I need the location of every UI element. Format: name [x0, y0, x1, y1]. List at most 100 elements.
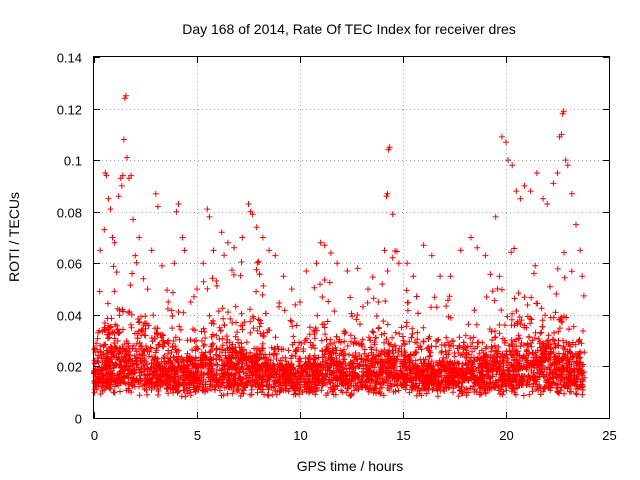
- roti-point: [200, 343, 207, 349]
- roti-point: [473, 378, 480, 385]
- roti-point: [125, 348, 132, 355]
- roti-point: [365, 376, 372, 383]
- roti-point: [256, 355, 263, 362]
- roti-point: [142, 313, 149, 320]
- roti-point: [191, 338, 198, 345]
- roti-point: [380, 367, 387, 374]
- roti-point: [551, 329, 557, 336]
- roti-peak-point: [381, 247, 388, 254]
- roti-point: [314, 382, 321, 389]
- roti-point: [458, 371, 465, 378]
- roti-point: [376, 371, 382, 378]
- roti-point: [123, 345, 130, 352]
- roti-point: [336, 367, 343, 374]
- roti-point: [511, 338, 517, 345]
- roti-peak-point: [404, 260, 411, 267]
- roti-point: [408, 334, 415, 341]
- roti-point: [465, 321, 472, 328]
- roti-point: [393, 356, 400, 363]
- roti-point: [446, 347, 453, 354]
- roti-point: [253, 351, 260, 358]
- roti-point: [475, 339, 482, 346]
- roti-peak-point: [297, 299, 303, 305]
- roti-point: [571, 372, 578, 379]
- y-tick-label: 0.06: [57, 257, 82, 272]
- roti-peak-point: [130, 216, 137, 223]
- roti-point: [227, 315, 234, 322]
- roti-point: [207, 369, 214, 375]
- roti-point: [367, 337, 374, 344]
- roti-point: [420, 338, 427, 345]
- roti-point: [312, 375, 319, 382]
- roti-point: [363, 362, 370, 369]
- roti-point: [555, 389, 562, 396]
- roti-point: [450, 389, 456, 396]
- roti-point: [171, 367, 178, 374]
- roti-point: [189, 346, 196, 353]
- roti-point: [400, 360, 407, 367]
- roti-peak-point: [386, 144, 393, 151]
- roti-point: [389, 334, 396, 341]
- roti-point: [247, 329, 254, 336]
- roti-point: [321, 324, 328, 331]
- roti-point: [136, 383, 142, 390]
- x-tick-label: 0: [91, 428, 98, 443]
- roti-point: [186, 380, 193, 387]
- roti-point: [532, 262, 539, 269]
- roti-point: [331, 308, 338, 315]
- roti-point: [225, 384, 232, 391]
- roti-peak-point: [573, 221, 579, 228]
- roti-point: [380, 392, 387, 399]
- roti-point: [311, 379, 318, 386]
- roti-point: [369, 274, 376, 281]
- roti-point: [518, 339, 525, 346]
- roti-point: [469, 371, 476, 378]
- roti-point: [126, 382, 132, 388]
- roti-point: [141, 371, 148, 378]
- roti-point: [341, 380, 348, 387]
- roti-point: [462, 344, 469, 351]
- roti-point: [383, 336, 390, 343]
- roti-peak-point: [564, 162, 571, 169]
- roti-point: [493, 379, 500, 386]
- roti-peak-point: [540, 195, 547, 202]
- roti-point: [201, 341, 208, 348]
- roti-point: [200, 371, 207, 378]
- roti-point: [511, 365, 518, 372]
- roti-point: [535, 336, 542, 342]
- roti-point: [514, 320, 521, 327]
- roti-point: [219, 373, 226, 380]
- roti-point: [159, 343, 166, 350]
- roti-point: [148, 384, 155, 391]
- roti-point: [547, 314, 554, 321]
- roti-point: [273, 356, 280, 362]
- roti-point: [232, 348, 239, 355]
- roti-point: [173, 349, 180, 356]
- roti-point: [238, 350, 245, 357]
- roti-point: [464, 366, 471, 373]
- roti-point: [387, 380, 394, 387]
- roti-point: [483, 343, 490, 350]
- roti-peak-point: [568, 190, 575, 197]
- roti-point: [569, 353, 576, 360]
- roti-point: [230, 354, 237, 361]
- roti-peak-point: [327, 250, 334, 256]
- roti-point: [184, 361, 191, 368]
- roti-point: [244, 365, 251, 372]
- roti-point: [564, 364, 570, 371]
- roti-point: [301, 339, 308, 346]
- roti-point: [431, 294, 438, 301]
- roti-point: [550, 375, 557, 382]
- roti-point: [324, 318, 331, 325]
- roti-point: [402, 365, 409, 372]
- roti-point: [219, 346, 225, 353]
- roti-peak-point: [218, 229, 225, 236]
- roti-point: [536, 359, 543, 366]
- roti-point: [384, 385, 391, 392]
- roti-point: [370, 295, 377, 302]
- roti-point: [553, 381, 560, 388]
- roti-point: [253, 368, 260, 375]
- roti-point: [136, 372, 143, 379]
- roti-point: [339, 376, 345, 383]
- roti-point: [373, 378, 380, 385]
